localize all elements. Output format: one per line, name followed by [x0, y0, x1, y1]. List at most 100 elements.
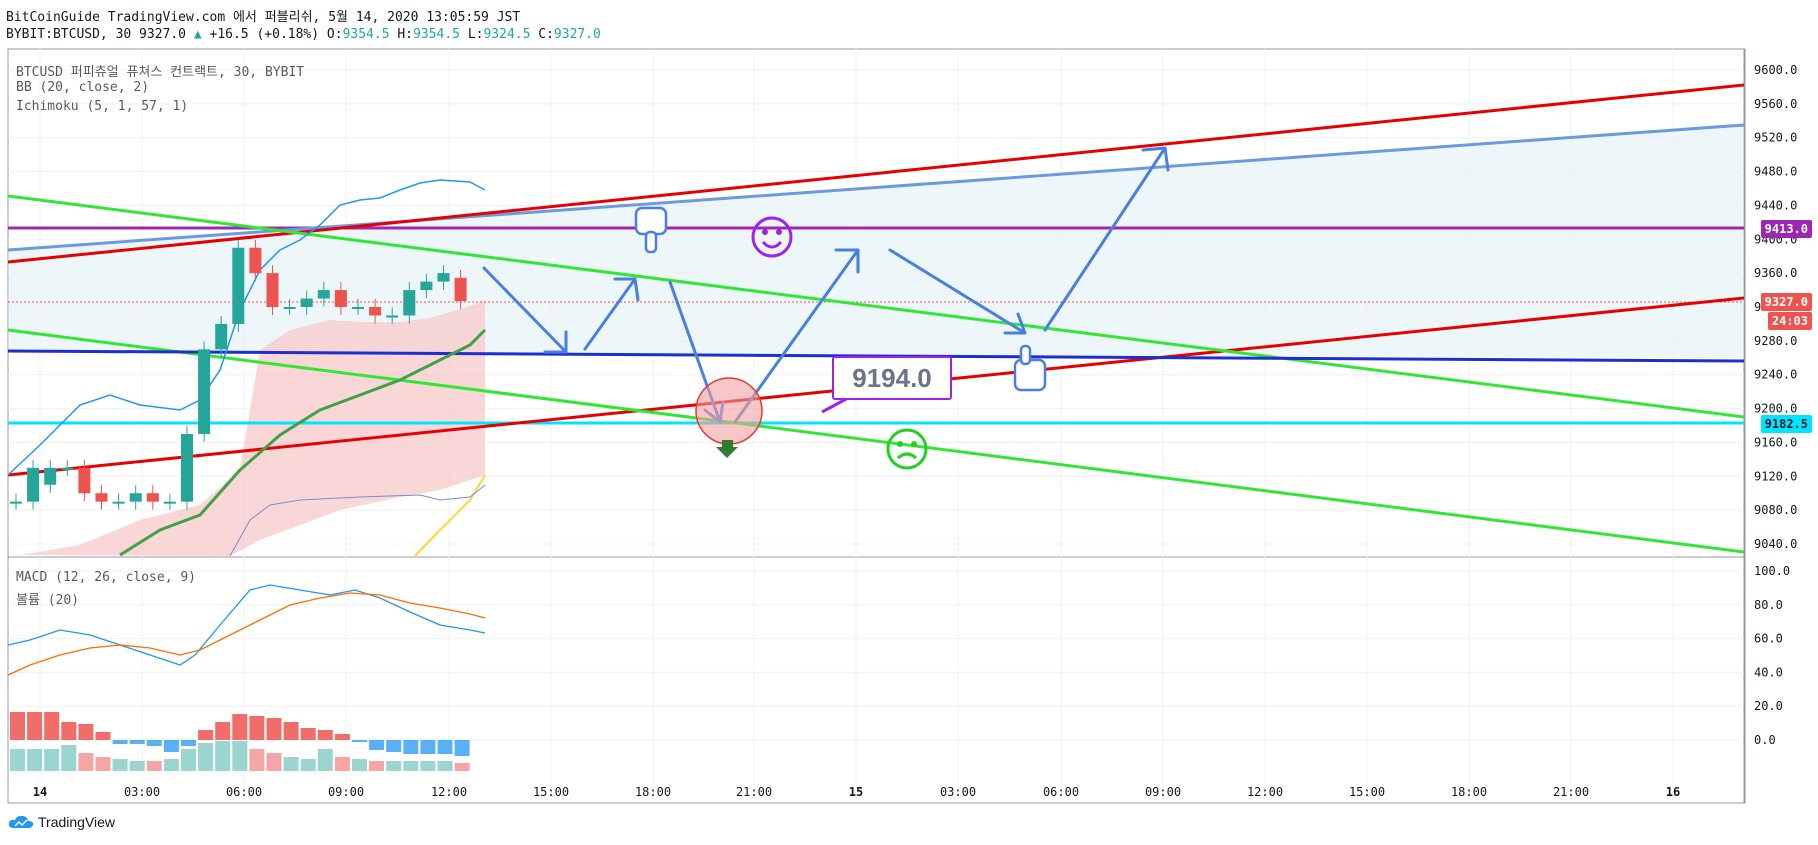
arrow-up-3 — [1043, 146, 1170, 332]
candle-body — [95, 493, 108, 502]
macd-histogram-bar — [95, 732, 111, 740]
macd-tick-label: 0.0 — [1754, 733, 1776, 747]
support-price-label: 9182.5 — [1760, 415, 1812, 433]
arrow-down-1 — [482, 266, 568, 354]
volume-bar — [317, 749, 333, 771]
annotation-box[interactable]: 9194.0 — [832, 356, 952, 400]
volume-bar — [181, 749, 196, 771]
volume-bars — [10, 741, 470, 771]
candle-body — [146, 493, 159, 502]
time-tick-label: 18:00 — [1451, 785, 1487, 799]
candle-body — [403, 290, 416, 316]
time-tick-label: 21:00 — [1553, 785, 1589, 799]
macd-histogram-bar — [300, 728, 316, 740]
candle-body — [44, 467, 57, 485]
time-tick-label: 18:00 — [635, 785, 671, 799]
macd-histogram-bar — [352, 740, 367, 742]
volume-bar — [198, 743, 214, 771]
high-value: 9354.5 — [413, 27, 460, 42]
candle-body — [300, 298, 313, 307]
green-upper-trendline — [8, 194, 1744, 419]
volume-bar — [300, 759, 316, 771]
legend-macd[interactable]: MACD (12, 26, close, 9) — [16, 570, 197, 585]
open-value: 9354.5 — [342, 27, 390, 42]
macd-histogram-bar — [112, 740, 128, 744]
volume-bar — [215, 741, 231, 771]
time-tick-label: 15:00 — [1349, 785, 1385, 799]
volume-bar — [454, 763, 470, 771]
time-tick-label: 06:00 — [226, 785, 262, 799]
macd-tick-label: 40.0 — [1754, 665, 1783, 679]
macd-histogram-bar — [454, 740, 470, 756]
ichimoku-lagging — [119, 328, 487, 556]
pointing-down-hand-icon — [634, 206, 668, 254]
macd-histogram-bar — [437, 740, 453, 754]
volume-bar — [437, 761, 453, 771]
volume-bar — [386, 761, 402, 771]
time-tick-label: 21:00 — [736, 785, 772, 799]
macd-histogram-bar — [198, 730, 214, 740]
candle-body — [61, 467, 74, 470]
volume-bar — [369, 761, 385, 771]
symbol-label[interactable]: BYBIT:BTCUSD, 30 9327.0 — [6, 27, 187, 42]
up-triangle-icon: ▲ — [193, 27, 202, 42]
price-tick-label: 9280.0 — [1754, 334, 1797, 348]
macd-histogram-bar — [163, 740, 179, 752]
price-tick-label: 9080.0 — [1754, 503, 1797, 517]
time-tick-label: 12:00 — [431, 785, 467, 799]
price-tick-label: 9200.0 — [1754, 402, 1797, 416]
time-tick-label: 15:00 — [533, 785, 569, 799]
candle-body — [266, 273, 279, 307]
price-tick-label: 9560.0 — [1754, 97, 1797, 111]
macd-histogram-bar — [334, 734, 350, 740]
macd-axis: 100.0 80.0 60.0 40.0 20.0 0.0 — [1754, 564, 1790, 747]
price-tick-label: 9600.0 — [1754, 63, 1797, 77]
up-arrow-icon — [716, 440, 738, 458]
macd-histogram-bar — [27, 712, 43, 740]
volume-bar — [403, 761, 419, 771]
time-tick-label: 15 — [849, 785, 863, 799]
volume-bar — [420, 761, 436, 771]
last-price-label: 9327.0 — [1760, 293, 1812, 311]
price-tick-label: 9520.0 — [1754, 131, 1797, 145]
macd-tick-label: 20.0 — [1754, 699, 1783, 713]
candle-body — [163, 501, 176, 504]
volume-bar — [95, 757, 111, 771]
legend-symbol[interactable]: BTCUSD 퍼피츄얼 퓨쳐스 컨트랙트, 30, BYBIT — [16, 65, 305, 80]
price-tick-label: 9120.0 — [1754, 469, 1797, 483]
macd-histogram-bar — [386, 740, 402, 752]
time-tick-label: 03:00 — [124, 785, 160, 799]
macd-histogram-bar — [61, 722, 77, 740]
time-tick-label: 03:00 — [940, 785, 976, 799]
candle-body — [334, 290, 347, 307]
arrow-up-1 — [583, 277, 640, 351]
publish-title: BitCoinGuide TradingView.com 에서 퍼블리쉬, 5월… — [6, 10, 521, 25]
tradingview-logo[interactable]: TradingView — [8, 814, 115, 830]
candles — [10, 239, 467, 510]
target-circle-marker — [695, 377, 763, 445]
arrow-up-2 — [733, 248, 860, 424]
candle-body — [437, 273, 450, 282]
macd-histogram-bar — [232, 714, 248, 740]
candle-body — [27, 467, 40, 502]
macd-tick-label: 60.0 — [1754, 632, 1783, 646]
volume-bar — [283, 757, 299, 771]
price-tick-label: 9480.0 — [1754, 165, 1797, 179]
legend-bb[interactable]: BB (20, close, 2) — [16, 80, 150, 95]
macd-tick-label: 80.0 — [1754, 598, 1783, 612]
legend-volume[interactable]: 볼륨 (20) — [16, 593, 80, 608]
macd-histogram-bar — [78, 724, 94, 740]
price-tick-label: 9440.0 — [1754, 198, 1797, 212]
volume-bar — [232, 741, 248, 771]
macd-histogram — [10, 712, 470, 756]
candle-body — [10, 501, 22, 504]
volume-bar — [163, 759, 179, 771]
volume-bar — [266, 753, 282, 771]
cloud-logo-icon — [8, 815, 34, 828]
macd-histogram-bar — [215, 722, 231, 740]
pointing-up-hand-icon — [1013, 344, 1047, 392]
time-tick-label: 09:00 — [328, 785, 364, 799]
legend-ichimoku[interactable]: Ichimoku (5, 1, 57, 1) — [16, 99, 189, 114]
candle-body — [181, 433, 193, 502]
